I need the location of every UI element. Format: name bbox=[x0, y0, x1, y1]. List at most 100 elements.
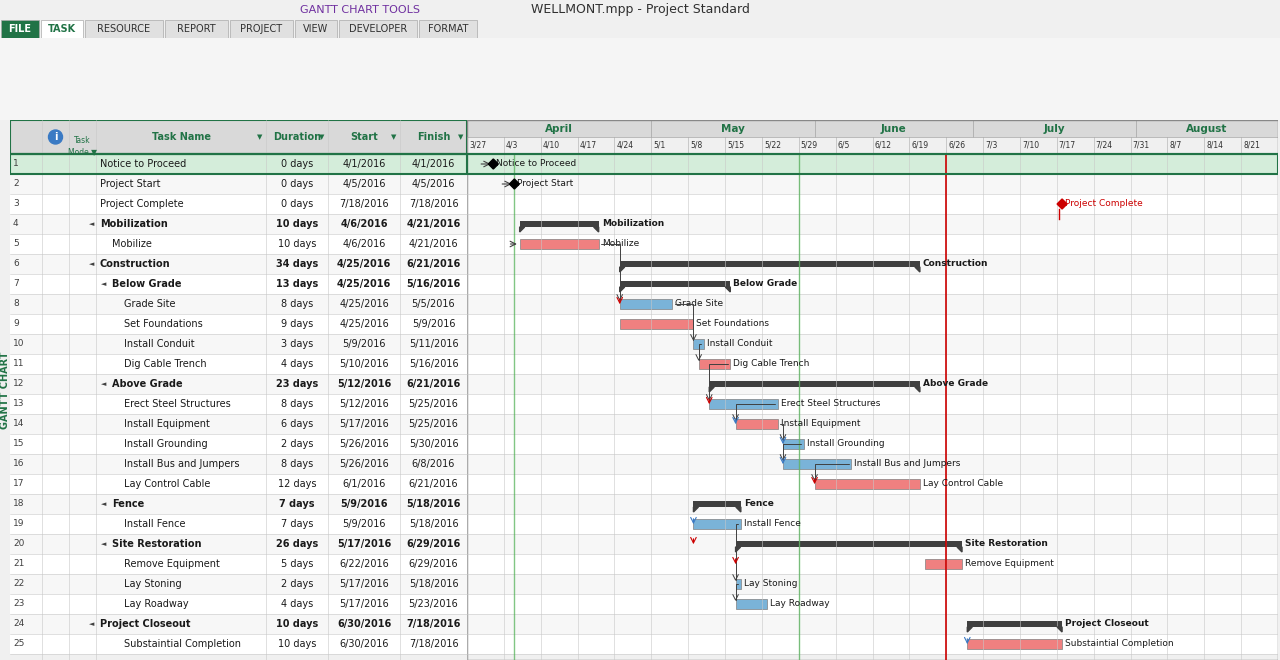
Text: 4/21/2016: 4/21/2016 bbox=[406, 219, 461, 229]
Text: Set Foundations: Set Foundations bbox=[124, 319, 202, 329]
Text: 25: 25 bbox=[13, 640, 24, 649]
Text: 5/26/2016: 5/26/2016 bbox=[339, 459, 389, 469]
FancyBboxPatch shape bbox=[709, 399, 778, 409]
Text: 9 days: 9 days bbox=[280, 319, 314, 329]
Text: August: August bbox=[1187, 123, 1228, 133]
Text: 6/1/2016: 6/1/2016 bbox=[342, 479, 385, 489]
Text: ▼: ▼ bbox=[256, 134, 262, 140]
FancyBboxPatch shape bbox=[467, 194, 1277, 214]
Text: 19: 19 bbox=[13, 519, 24, 529]
Text: Remove Equipment: Remove Equipment bbox=[965, 560, 1053, 568]
Text: ◄: ◄ bbox=[90, 261, 95, 267]
Text: Site Restoration: Site Restoration bbox=[113, 539, 201, 549]
FancyBboxPatch shape bbox=[10, 394, 467, 414]
FancyBboxPatch shape bbox=[10, 154, 467, 174]
Text: Grade Site: Grade Site bbox=[676, 300, 723, 308]
Text: 3/27: 3/27 bbox=[468, 141, 486, 150]
Text: 5/9/2016: 5/9/2016 bbox=[342, 339, 385, 349]
Text: Below Grade: Below Grade bbox=[733, 279, 797, 288]
Text: 4/21/2016: 4/21/2016 bbox=[408, 239, 458, 249]
Text: 6/30/2016: 6/30/2016 bbox=[337, 619, 392, 629]
Text: 6/26: 6/26 bbox=[948, 141, 965, 150]
Text: 21: 21 bbox=[13, 560, 24, 568]
FancyBboxPatch shape bbox=[165, 20, 228, 38]
FancyBboxPatch shape bbox=[520, 221, 599, 227]
FancyBboxPatch shape bbox=[736, 579, 741, 589]
Text: ◄: ◄ bbox=[101, 501, 106, 507]
Text: FILE: FILE bbox=[9, 24, 32, 34]
Text: 6/12: 6/12 bbox=[874, 141, 891, 150]
Text: 5/30/2016: 5/30/2016 bbox=[408, 439, 458, 449]
FancyBboxPatch shape bbox=[1135, 120, 1277, 137]
Text: Install Bus and Jumpers: Install Bus and Jumpers bbox=[855, 459, 961, 469]
Text: 5/9/2016: 5/9/2016 bbox=[342, 519, 385, 529]
Text: Project Start: Project Start bbox=[517, 180, 573, 189]
FancyBboxPatch shape bbox=[10, 354, 467, 374]
Text: 5/9/2016: 5/9/2016 bbox=[412, 319, 456, 329]
FancyBboxPatch shape bbox=[736, 599, 767, 609]
Text: 4/25/2016: 4/25/2016 bbox=[337, 279, 392, 289]
Text: 7: 7 bbox=[13, 279, 19, 288]
FancyBboxPatch shape bbox=[10, 120, 467, 154]
FancyBboxPatch shape bbox=[0, 38, 1280, 120]
Text: DEVELOPER: DEVELOPER bbox=[349, 24, 407, 34]
Text: 17: 17 bbox=[13, 480, 24, 488]
Polygon shape bbox=[520, 227, 525, 232]
Polygon shape bbox=[1057, 199, 1068, 209]
Text: 7/17: 7/17 bbox=[1059, 141, 1076, 150]
Text: 5/17/2016: 5/17/2016 bbox=[339, 599, 389, 609]
FancyBboxPatch shape bbox=[467, 334, 1277, 354]
Text: 4/25/2016: 4/25/2016 bbox=[337, 259, 392, 269]
Text: 7/18/2016: 7/18/2016 bbox=[408, 639, 458, 649]
FancyBboxPatch shape bbox=[467, 254, 1277, 274]
Text: 5/15: 5/15 bbox=[727, 141, 744, 150]
Text: Substaintial Completion: Substaintial Completion bbox=[124, 639, 241, 649]
FancyBboxPatch shape bbox=[467, 294, 1277, 314]
FancyBboxPatch shape bbox=[10, 554, 467, 574]
Text: 7/31: 7/31 bbox=[1133, 141, 1149, 150]
Text: ▼: ▼ bbox=[319, 134, 324, 140]
Text: ▼: ▼ bbox=[458, 134, 463, 140]
FancyBboxPatch shape bbox=[467, 554, 1277, 574]
Text: ◄: ◄ bbox=[90, 621, 95, 627]
FancyBboxPatch shape bbox=[694, 339, 704, 349]
Text: 4/5/2016: 4/5/2016 bbox=[342, 179, 385, 189]
Text: 10 days: 10 days bbox=[276, 219, 319, 229]
FancyBboxPatch shape bbox=[467, 394, 1277, 414]
FancyBboxPatch shape bbox=[736, 419, 778, 429]
FancyBboxPatch shape bbox=[10, 614, 467, 634]
FancyBboxPatch shape bbox=[814, 120, 973, 137]
Text: 24: 24 bbox=[13, 620, 24, 628]
Text: RESOURCE: RESOURCE bbox=[97, 24, 151, 34]
Text: 5/26/2016: 5/26/2016 bbox=[339, 439, 389, 449]
Circle shape bbox=[49, 130, 63, 144]
Text: 8/7: 8/7 bbox=[1170, 141, 1181, 150]
FancyBboxPatch shape bbox=[925, 559, 963, 569]
Text: 13 days: 13 days bbox=[276, 279, 319, 289]
Text: 5/8: 5/8 bbox=[690, 141, 703, 150]
Text: 6/19: 6/19 bbox=[911, 141, 928, 150]
Text: Lay Roadway: Lay Roadway bbox=[771, 599, 829, 609]
Text: Project Start: Project Start bbox=[100, 179, 160, 189]
Text: Start: Start bbox=[351, 132, 378, 142]
Text: 8 days: 8 days bbox=[280, 459, 314, 469]
Text: 7 days: 7 days bbox=[280, 519, 314, 529]
FancyBboxPatch shape bbox=[339, 20, 417, 38]
FancyBboxPatch shape bbox=[230, 20, 293, 38]
FancyBboxPatch shape bbox=[10, 534, 467, 554]
Text: 7/18/2016: 7/18/2016 bbox=[406, 619, 461, 629]
Text: REPORT: REPORT bbox=[177, 24, 216, 34]
Text: 8/21: 8/21 bbox=[1243, 141, 1260, 150]
Text: 26 days: 26 days bbox=[276, 539, 319, 549]
Text: i: i bbox=[54, 132, 58, 142]
Text: 10: 10 bbox=[13, 339, 24, 348]
Text: Erect Steel Structures: Erect Steel Structures bbox=[124, 399, 230, 409]
Text: 4 days: 4 days bbox=[280, 599, 314, 609]
FancyBboxPatch shape bbox=[620, 261, 920, 267]
Text: 7/24: 7/24 bbox=[1096, 141, 1112, 150]
Text: Mobilization: Mobilization bbox=[100, 219, 168, 229]
Text: Set Foundations: Set Foundations bbox=[696, 319, 769, 329]
Text: 5/12/2016: 5/12/2016 bbox=[339, 399, 389, 409]
Text: Dig Cable Trench: Dig Cable Trench bbox=[733, 360, 810, 368]
Text: ▼: ▼ bbox=[390, 134, 396, 140]
